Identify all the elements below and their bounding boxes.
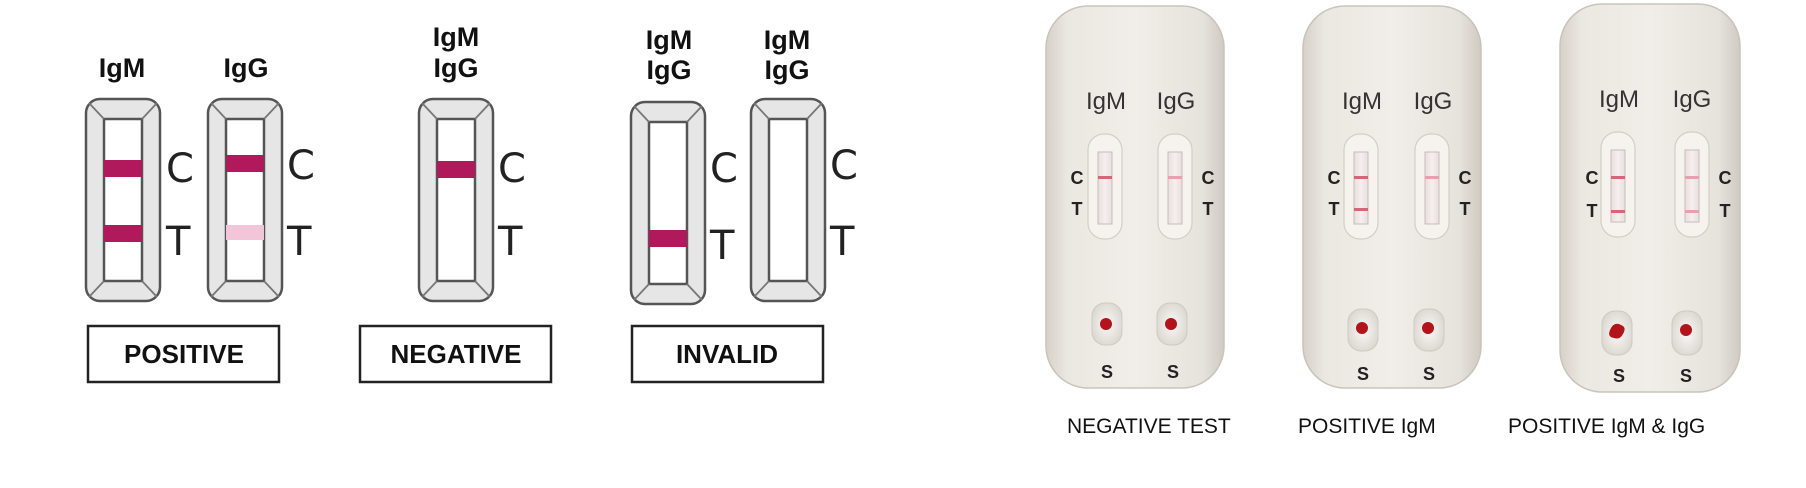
- invalid-title: INVALID: [676, 339, 778, 369]
- sample-label: S: [1101, 362, 1113, 382]
- t-label: T: [286, 219, 312, 265]
- blood-drop: [1680, 324, 1692, 336]
- igg-label: IgG: [1414, 88, 1453, 115]
- blood-drop: [1100, 318, 1112, 330]
- test-only-strip: [629, 100, 707, 306]
- cassette-positive-igm-igg: IgM IgG C T C T S S: [1559, 3, 1741, 393]
- control-band: [1425, 176, 1439, 179]
- igg-label: IgG: [765, 55, 810, 85]
- igg-label: IgG: [647, 55, 692, 85]
- cassette-photos: IgM IgG C T C T S S IgM IgG C T C T: [1045, 3, 1741, 393]
- sample-label: S: [1613, 366, 1625, 386]
- control-band: [1098, 176, 1112, 179]
- sample-label: S: [1680, 366, 1692, 386]
- sample-label: S: [1423, 364, 1435, 384]
- t-label: T: [1072, 199, 1083, 219]
- blood-drop: [1356, 322, 1368, 334]
- c-label: C: [830, 143, 858, 189]
- igm-label: IgM: [1599, 86, 1639, 113]
- positive-title: POSITIVE: [124, 339, 244, 369]
- igm-label: IgM: [1342, 88, 1382, 115]
- c-label: C: [1202, 168, 1215, 188]
- c-label: C: [166, 146, 194, 192]
- single-strip: [417, 97, 495, 303]
- control-band: [104, 160, 142, 177]
- negative-box: [358, 324, 553, 384]
- c-label: C: [1459, 168, 1472, 188]
- igm-label: IgM: [1086, 88, 1126, 115]
- igg-label: IgG: [1157, 88, 1196, 115]
- blood-drop: [1422, 322, 1434, 334]
- igm-label: IgM: [433, 22, 480, 52]
- positive-box: [86, 324, 281, 384]
- test-band: [1611, 210, 1625, 213]
- negative-group: IgM IgG C T NEGATIVE: [358, 22, 553, 384]
- result-interpretation-diagram: IgM IgG C T C T POSITIVE IgM IgG C T NEG…: [84, 22, 858, 384]
- igg-label: IgG: [224, 53, 269, 83]
- igm-label: IgM: [99, 53, 146, 83]
- t-label: T: [497, 219, 523, 265]
- t-label: T: [165, 219, 191, 265]
- control-band: [226, 155, 264, 172]
- cassette-negative: IgM IgG C T C T S S: [1045, 5, 1225, 389]
- empty-strip: [749, 97, 827, 303]
- caption-positive-igm: POSITIVE IgM: [1298, 415, 1436, 438]
- igm-label: IgM: [764, 25, 811, 55]
- control-band: [1168, 176, 1182, 179]
- c-label: C: [1586, 168, 1599, 188]
- negative-title: NEGATIVE: [391, 339, 522, 369]
- t-label: T: [1460, 199, 1471, 219]
- igg-strip: [206, 97, 284, 303]
- caption-positive-igm-igg: POSITIVE IgM & IgG: [1508, 415, 1706, 438]
- c-label: C: [1328, 168, 1341, 188]
- control-band: [1611, 176, 1625, 179]
- igm-strip: [84, 97, 162, 303]
- caption-negative-test: NEGATIVE TEST: [1067, 415, 1231, 438]
- test-band: [649, 230, 687, 247]
- test-band: [1685, 210, 1699, 213]
- t-label: T: [1720, 201, 1731, 221]
- cassette-positive-igm: IgM IgG C T C T S S: [1302, 5, 1482, 389]
- igg-label: IgG: [1673, 86, 1712, 113]
- control-band: [1685, 176, 1699, 179]
- invalid-group: IgM IgG IgM IgG C T C T INVALID: [629, 25, 858, 384]
- invalid-box: [630, 324, 825, 384]
- blood-drop: [1165, 318, 1177, 330]
- faint-test-band: [226, 225, 264, 240]
- t-label: T: [1329, 199, 1340, 219]
- t-label: T: [709, 223, 735, 269]
- sample-label: S: [1357, 364, 1369, 384]
- c-label: C: [287, 143, 315, 189]
- c-label: C: [1719, 168, 1732, 188]
- test-band: [1354, 208, 1368, 211]
- igg-label: IgG: [434, 53, 479, 83]
- t-label: T: [829, 219, 855, 265]
- control-band: [1354, 176, 1368, 179]
- blood-drop: [1609, 323, 1625, 339]
- t-label: T: [1203, 199, 1214, 219]
- control-band: [437, 161, 475, 178]
- igm-label: IgM: [646, 25, 693, 55]
- positive-group: IgM IgG C T C T POSITIVE: [84, 53, 315, 384]
- sample-label: S: [1167, 362, 1179, 382]
- t-label: T: [1587, 201, 1598, 221]
- c-label: C: [1071, 168, 1084, 188]
- c-label: C: [710, 146, 738, 192]
- test-band: [104, 225, 142, 242]
- c-label: C: [498, 146, 526, 192]
